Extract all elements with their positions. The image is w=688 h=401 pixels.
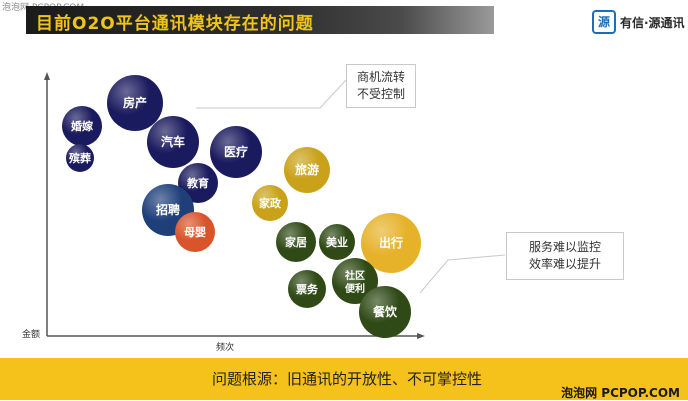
- bubble-label: 殡葬: [69, 151, 91, 165]
- bubble-label: 教育: [186, 176, 209, 190]
- bubble-label: 招聘: [156, 202, 180, 217]
- bubble-highlight: [332, 258, 378, 304]
- bubble: 医疗: [210, 126, 262, 178]
- bubble-highlight: [210, 126, 262, 178]
- callout-line: 效率难以提升: [528, 257, 601, 271]
- page-title: 目前O2O平台通讯模块存在的问题: [36, 14, 314, 34]
- bubble-label: 家政: [259, 196, 282, 210]
- callout-line: 服务难以监控: [528, 240, 601, 254]
- bubble: 旅游: [284, 147, 330, 193]
- bubble: 出行: [361, 213, 421, 273]
- footer-bar: [0, 358, 688, 400]
- bubble: 家居: [276, 222, 316, 262]
- bubble-label: 家居: [285, 235, 307, 249]
- bubble-highlight: [252, 185, 288, 221]
- bubble-highlight: [107, 75, 163, 131]
- bubble: 殡葬: [66, 144, 94, 172]
- bubble: 餐饮: [359, 286, 411, 338]
- bubble-highlight: [361, 213, 421, 273]
- logo-icon: 源: [592, 10, 616, 34]
- bubble-label: 社区: [344, 269, 365, 282]
- bubble-label: 便利: [345, 282, 365, 295]
- bubble-highlight: [288, 270, 326, 308]
- bubble-highlight: [276, 222, 316, 262]
- bubble-highlight: [147, 116, 199, 168]
- bubble: 母婴: [175, 212, 215, 252]
- bubble-label: 票务: [296, 282, 319, 296]
- bubble-highlight: [178, 163, 218, 203]
- callout-connector: [419, 254, 506, 294]
- logo-text: 有信·源通讯: [620, 15, 685, 30]
- title-bar: [26, 6, 494, 34]
- x-axis-label: 频次: [216, 341, 234, 353]
- footer-text: 问题根源：旧通讯的开放性、不可掌控性: [212, 370, 483, 388]
- bubble-highlight: [284, 147, 330, 193]
- bubble: 教育: [178, 163, 218, 203]
- bubble: 婚嫁: [62, 106, 102, 146]
- logo: 源 有信·源通讯: [592, 10, 685, 34]
- bubble: 汽车: [147, 116, 199, 168]
- bubble: 票务: [288, 270, 326, 308]
- bubble-label: 婚嫁: [71, 119, 93, 133]
- bubble-highlight: [175, 212, 215, 252]
- callout-right: 服务难以监控 效率难以提升: [506, 232, 624, 280]
- bubble-label: 母婴: [184, 226, 206, 239]
- bubble-label: 出行: [379, 235, 403, 250]
- x-axis-arrow-icon: [417, 333, 425, 339]
- watermark-bottom: 泡泡网 PCPOP.COM: [561, 386, 680, 400]
- bubble-label: 医疗: [224, 144, 248, 159]
- bubble: 家政: [252, 185, 288, 221]
- y-axis-label: 金额: [22, 328, 40, 340]
- bubble-label: 旅游: [295, 162, 319, 177]
- bubble-highlight: [62, 106, 102, 146]
- callout-line: 不受控制: [357, 87, 406, 101]
- callout-line: 商机流转: [357, 70, 406, 84]
- bubble: 美业: [319, 224, 355, 260]
- bubble-label: 汽车: [161, 134, 185, 149]
- bubble: 房产: [107, 75, 163, 131]
- bubble-highlight: [359, 286, 411, 338]
- bubble-highlight: [319, 224, 355, 260]
- y-axis-arrow-icon: [44, 72, 50, 80]
- bubble-label: 餐饮: [373, 304, 398, 319]
- callout-connector: [196, 79, 347, 109]
- bubble-highlight: [66, 144, 94, 172]
- bubble-label: 美业: [326, 235, 348, 249]
- callout-top: 商机流转 不受控制: [346, 64, 417, 108]
- bubble-label: 房产: [123, 95, 147, 110]
